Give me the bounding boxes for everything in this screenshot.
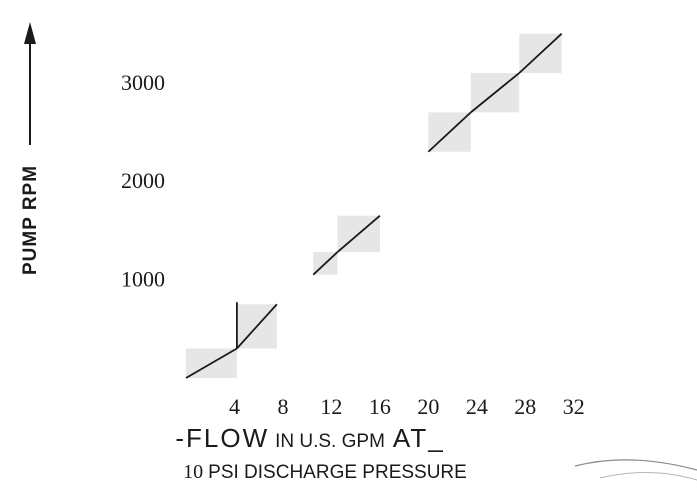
data-line-segment xyxy=(427,111,472,153)
x-tick-label: 20 xyxy=(417,394,439,419)
caption-flow: FLOW xyxy=(186,423,269,453)
data-line-segment xyxy=(470,72,520,114)
page-curl-decoration-2 xyxy=(599,472,697,481)
x-axis-caption-line2: 10 PSI DISCHARGE PRESSURE xyxy=(183,461,467,483)
data-line-segment xyxy=(518,33,563,74)
x-tick-labels: 4 8 12 16 20 24 28 32 xyxy=(229,394,585,419)
x-tick-label: 12 xyxy=(320,394,342,419)
x-tick-label: 24 xyxy=(466,394,488,419)
data-line-segment xyxy=(312,251,339,276)
x-tick-label: 16 xyxy=(369,394,391,419)
y-tick-labels: 1000 2000 3000 xyxy=(121,70,165,292)
y-axis-label-group: PUMP RPM xyxy=(20,22,41,275)
data-lines xyxy=(185,33,563,379)
caption-psi-number: 10 xyxy=(183,461,203,483)
page-curl-decoration xyxy=(574,459,697,471)
x-tick-label: 32 xyxy=(563,394,585,419)
data-line-segment xyxy=(336,214,381,253)
y-tick-label: 3000 xyxy=(121,70,165,95)
x-tick-label: 28 xyxy=(514,394,536,419)
y-axis-arrow-icon xyxy=(24,22,36,44)
caption-at: AT xyxy=(393,423,428,453)
caption-trail: _ xyxy=(427,423,444,453)
caption-discharge: PSI DISCHARGE PRESSURE xyxy=(208,462,467,483)
caption-dash: - xyxy=(175,423,186,453)
data-line-segment xyxy=(236,303,278,350)
y-tick-label: 1000 xyxy=(121,267,165,292)
y-axis-label: PUMP RPM xyxy=(20,165,41,275)
x-axis-caption-line1: -FLOW IN U.S. GPM AT_ xyxy=(175,423,444,453)
y-tick-label: 2000 xyxy=(121,168,165,193)
x-tick-label: 8 xyxy=(277,394,288,419)
data-line-segment xyxy=(185,347,238,379)
caption-in-gpm: IN U.S. GPM xyxy=(275,431,385,452)
x-tick-label: 4 xyxy=(229,394,240,419)
